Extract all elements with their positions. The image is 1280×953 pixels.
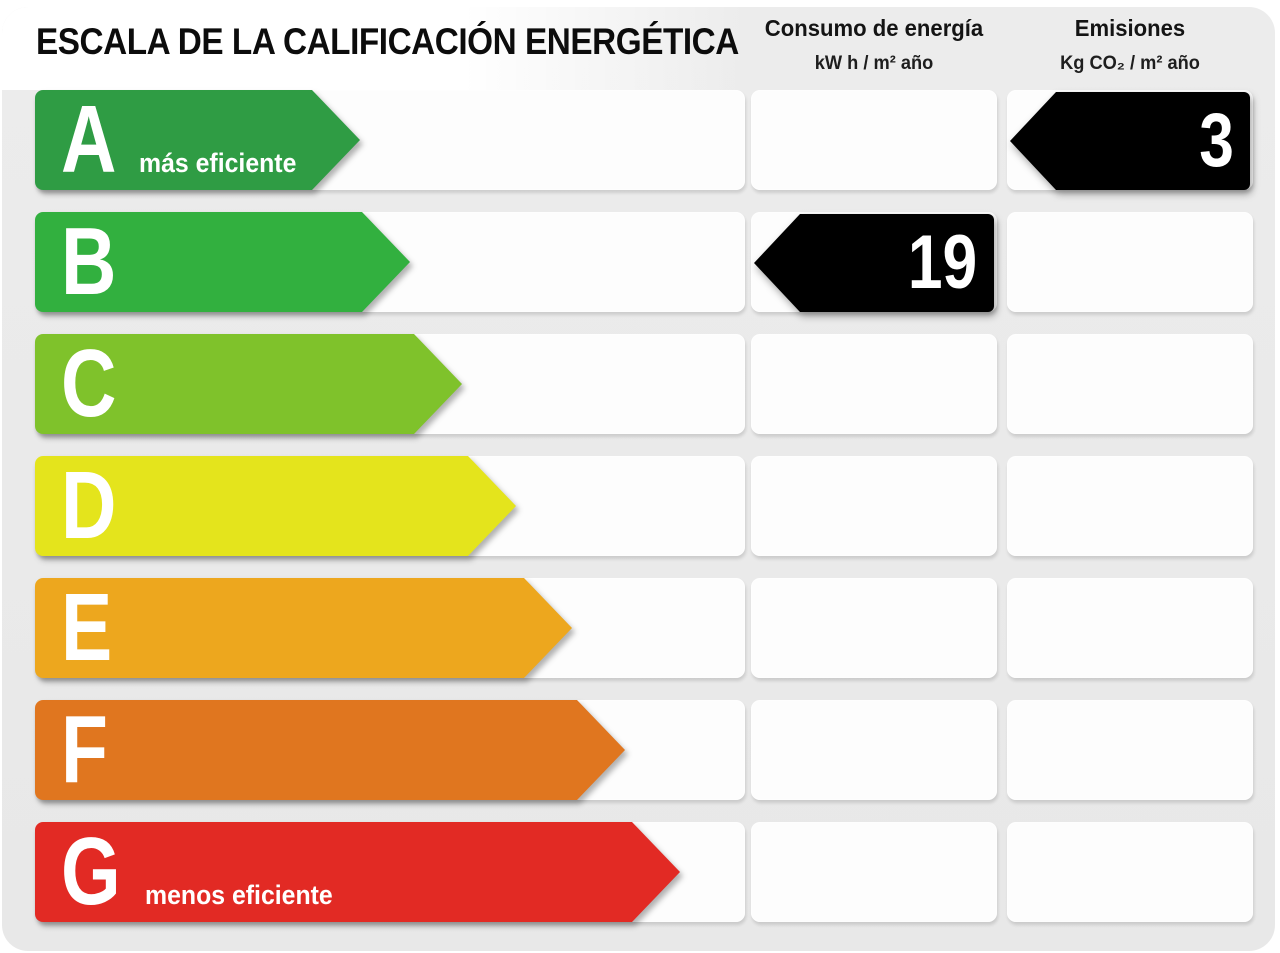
rating-letter: C — [61, 330, 117, 437]
emissions-cell — [1007, 456, 1253, 556]
emissions-value-arrow-wrap: 3 — [1010, 92, 1250, 190]
emissions-value-arrow: 3 — [1010, 92, 1250, 190]
rating-bar: E — [35, 578, 572, 678]
rating-letter: E — [61, 574, 113, 681]
rating-bar: D — [35, 456, 516, 556]
page-title: ESCALA DE LA CALIFICACIÓN ENERGÉTICA — [36, 21, 739, 62]
rating-row: F — [0, 700, 1280, 800]
rating-bar-wrap: E — [35, 578, 572, 678]
title-background — [2, 7, 747, 90]
consumption-value: 19 — [908, 220, 978, 305]
emissions-cell — [1007, 700, 1253, 800]
emissions-cell — [1007, 822, 1253, 922]
rating-letter: B — [61, 208, 117, 315]
rating-row: D — [0, 456, 1280, 556]
consumption-header-title: Consumo de energía — [764, 15, 984, 41]
rating-bar-wrap: C — [35, 334, 462, 434]
consumption-value-arrow: 19 — [754, 214, 994, 312]
rating-row: E — [0, 578, 1280, 678]
consumption-cell — [751, 90, 997, 190]
rating-bar: C — [35, 334, 462, 434]
emissions-header-unit: Kg CO₂ / m² año — [1060, 53, 1200, 74]
consumption-cell — [751, 822, 997, 922]
consumption-column-header: Consumo de energía kW h / m² año — [751, 15, 997, 75]
emissions-cell — [1007, 212, 1253, 312]
rating-letter: D — [61, 452, 117, 559]
rating-bar: B — [35, 212, 410, 312]
rating-letter: F — [61, 696, 108, 803]
rating-bar-label: más eficiente — [139, 148, 297, 178]
rating-bar-label: menos eficiente — [144, 880, 333, 910]
rating-row: C — [0, 334, 1280, 434]
rating-letter: A — [61, 86, 117, 193]
consumption-header-unit: kW h / m² año — [814, 53, 934, 74]
rating-bar-wrap: F — [35, 700, 625, 800]
consumption-cell: 19 — [751, 212, 997, 312]
emissions-value: 3 — [1198, 98, 1234, 183]
rating-bar: F — [35, 700, 625, 800]
emissions-cell — [1007, 578, 1253, 678]
rating-bar-wrap: B — [35, 212, 410, 312]
consumption-cell — [751, 578, 997, 678]
emissions-header-title: Emisiones — [1074, 15, 1186, 41]
rating-bar-wrap: D — [35, 456, 516, 556]
emissions-cell — [1007, 334, 1253, 434]
emissions-cell: 3 — [1007, 90, 1253, 190]
emissions-column-header: Emisiones Kg CO₂ / m² año — [1007, 15, 1253, 75]
consumption-cell — [751, 456, 997, 556]
rating-row: 19 B — [0, 212, 1280, 312]
consumption-cell — [751, 700, 997, 800]
consumption-value-arrow-wrap: 19 — [754, 214, 994, 312]
consumption-cell — [751, 334, 997, 434]
rating-letter: G — [61, 818, 121, 925]
